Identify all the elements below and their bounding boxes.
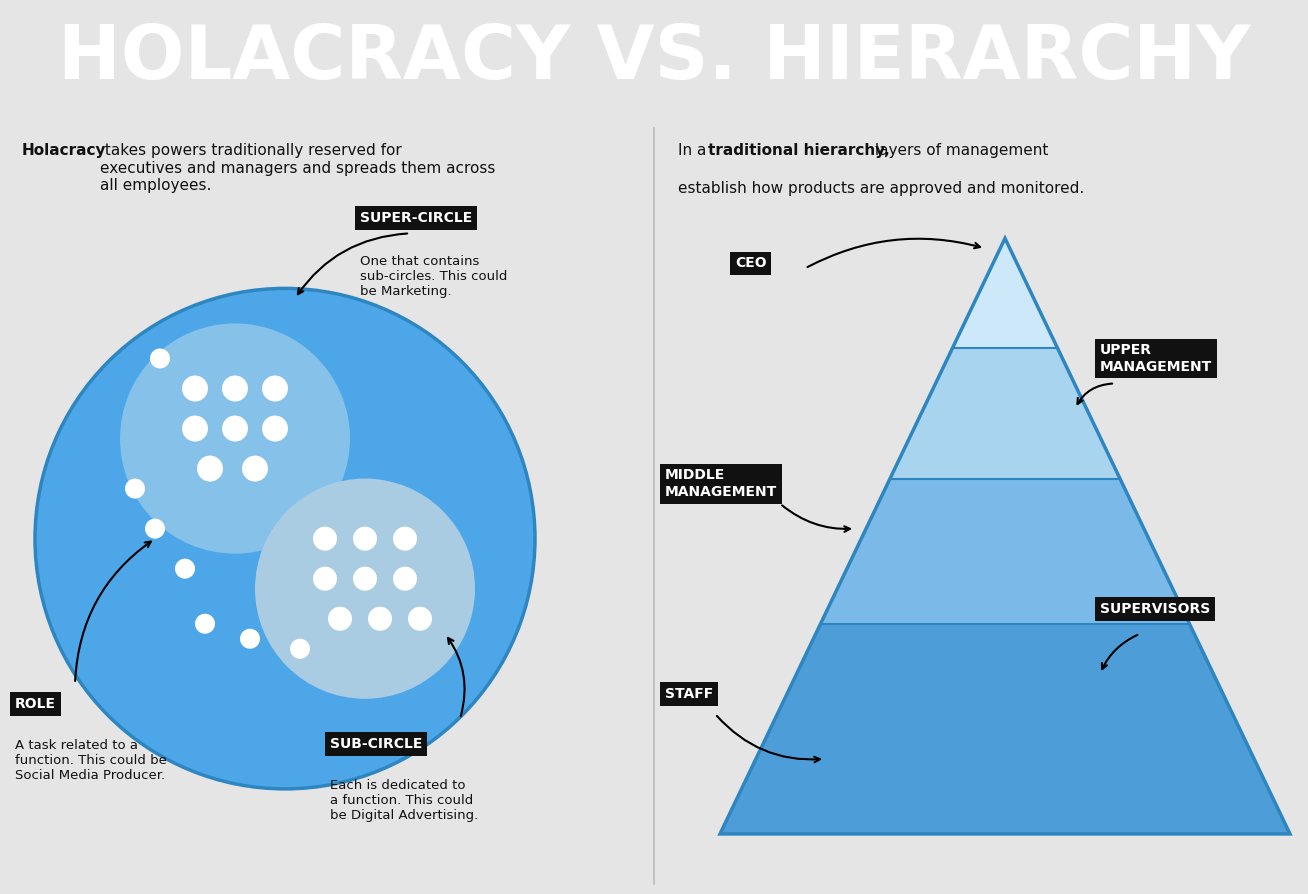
Circle shape <box>392 527 417 551</box>
Text: layers of management: layers of management <box>870 143 1049 158</box>
Circle shape <box>239 628 260 649</box>
Text: establish how products are approved and monitored.: establish how products are approved and … <box>678 181 1084 197</box>
Text: CEO: CEO <box>735 257 766 270</box>
Polygon shape <box>952 239 1058 349</box>
Circle shape <box>290 638 310 659</box>
Text: HOLACRACY VS. HIERARCHY: HOLACRACY VS. HIERARCHY <box>58 21 1250 95</box>
Text: SUPERVISORS: SUPERVISORS <box>1100 602 1210 616</box>
Text: UPPER
MANAGEMENT: UPPER MANAGEMENT <box>1100 343 1213 374</box>
Circle shape <box>150 349 170 368</box>
Text: MIDDLE
MANAGEMENT: MIDDLE MANAGEMENT <box>664 468 777 499</box>
Circle shape <box>120 324 351 553</box>
Circle shape <box>182 375 208 401</box>
Circle shape <box>222 375 249 401</box>
Circle shape <box>313 527 337 551</box>
Circle shape <box>175 559 195 578</box>
Text: In a: In a <box>678 143 712 158</box>
Circle shape <box>242 456 268 482</box>
Text: SUB-CIRCLE: SUB-CIRCLE <box>330 737 422 751</box>
Circle shape <box>126 478 145 499</box>
Circle shape <box>255 478 475 699</box>
Text: traditional hierarchy,: traditional hierarchy, <box>708 143 889 158</box>
Circle shape <box>145 519 165 539</box>
Circle shape <box>262 375 288 401</box>
Circle shape <box>353 527 377 551</box>
Polygon shape <box>719 624 1290 834</box>
Text: Each is dedicated to
a function. This could
be Digital Advertising.: Each is dedicated to a function. This co… <box>330 779 479 822</box>
Circle shape <box>368 607 392 631</box>
Circle shape <box>222 416 249 442</box>
Text: One that contains
sub-circles. This could
be Marketing.: One that contains sub-circles. This coul… <box>360 256 508 299</box>
Text: A task related to a
function. This could be
Social Media Producer.: A task related to a function. This could… <box>14 738 167 782</box>
Text: STAFF: STAFF <box>664 687 713 701</box>
Text: SUPER-CIRCLE: SUPER-CIRCLE <box>360 211 472 225</box>
Text: Holacracy: Holacracy <box>22 143 106 158</box>
Text: ROLE: ROLE <box>14 696 56 711</box>
Polygon shape <box>889 349 1120 478</box>
Circle shape <box>408 607 432 631</box>
Circle shape <box>195 613 215 634</box>
Circle shape <box>198 456 222 482</box>
Circle shape <box>328 607 352 631</box>
Circle shape <box>392 567 417 591</box>
Text: takes powers traditionally reserved for
executives and managers and spreads them: takes powers traditionally reserved for … <box>99 143 496 193</box>
Circle shape <box>313 567 337 591</box>
Ellipse shape <box>35 289 535 789</box>
Circle shape <box>182 416 208 442</box>
Circle shape <box>262 416 288 442</box>
Polygon shape <box>820 478 1189 624</box>
Circle shape <box>353 567 377 591</box>
